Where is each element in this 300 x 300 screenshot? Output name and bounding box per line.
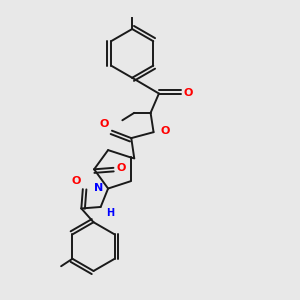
Text: O: O: [184, 88, 193, 98]
Text: O: O: [160, 126, 170, 136]
Text: O: O: [99, 119, 108, 129]
Text: O: O: [72, 176, 81, 186]
Text: N: N: [94, 183, 103, 193]
Text: O: O: [116, 163, 126, 173]
Text: H: H: [106, 208, 114, 218]
